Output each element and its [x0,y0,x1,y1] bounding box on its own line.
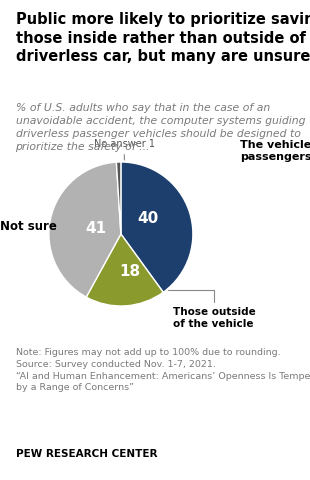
Text: 18: 18 [119,264,140,279]
Text: Note: Figures may not add up to 100% due to rounding.
Source: Survey conducted N: Note: Figures may not add up to 100% due… [16,348,310,393]
Wedge shape [116,162,121,234]
Text: Public more likely to prioritize saving
those inside rather than outside of a
dr: Public more likely to prioritize saving … [16,12,310,64]
Text: PEW RESEARCH CENTER: PEW RESEARCH CENTER [16,449,157,459]
Text: 40: 40 [138,211,159,226]
Text: 41: 41 [85,221,106,236]
Wedge shape [49,162,121,297]
Wedge shape [121,162,193,292]
Text: Those outside
of the vehicle: Those outside of the vehicle [168,290,255,329]
Text: No answer 1: No answer 1 [94,139,155,160]
Text: % of U.S. adults who say that in the case of an
unavoidable accident, the comput: % of U.S. adults who say that in the cas… [16,103,305,152]
Text: Not sure: Not sure [0,220,57,233]
Wedge shape [86,234,163,306]
Text: The vehicle's
passengers: The vehicle's passengers [240,140,310,162]
